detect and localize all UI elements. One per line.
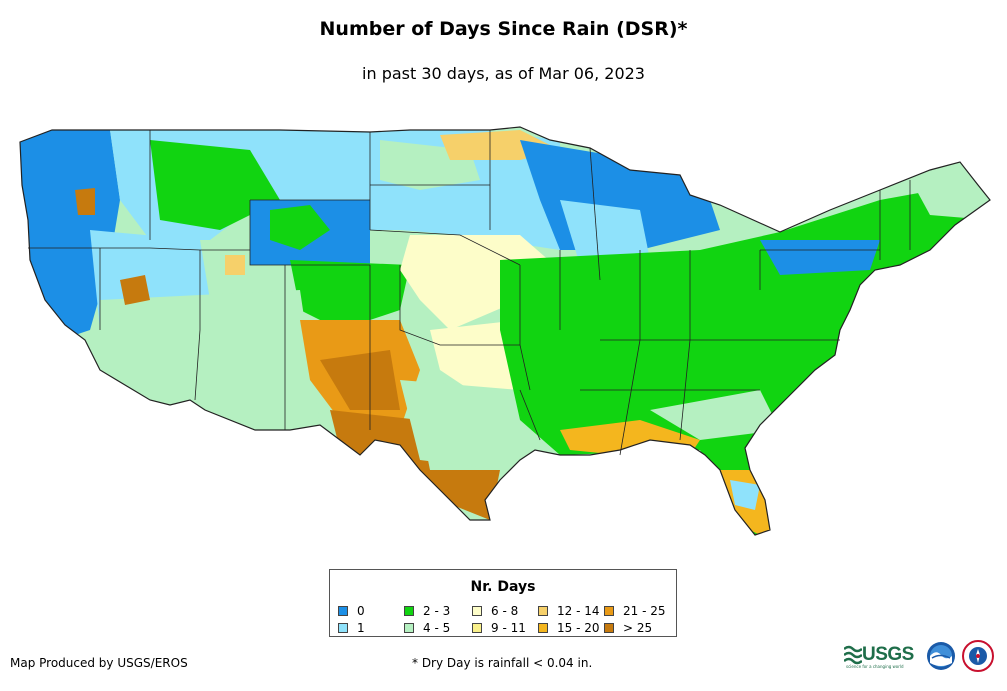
usgs-tagline: science for a changing world [846, 664, 904, 669]
nws-logo-icon [962, 640, 994, 672]
legend-label: 6 - 8 [491, 604, 519, 618]
legend-swatch [472, 606, 482, 616]
map-subtitle: in past 30 days, as of Mar 06, 2023 [362, 64, 645, 83]
usgs-logo: USGS science for a changing world [844, 643, 918, 669]
legend-swatch [404, 606, 414, 616]
region-new-york-penn [760, 240, 880, 275]
legend-item-0: 0 [338, 604, 365, 618]
legend-label: 2 - 3 [423, 604, 451, 618]
dsr-map [19, 126, 991, 536]
legend-item-7: 15 - 20 [538, 621, 600, 635]
legend-swatch [338, 606, 348, 616]
legend-item-3: 4 - 5 [404, 621, 450, 635]
legend-label: 15 - 20 [557, 621, 600, 635]
legend-item-2: 2 - 3 [404, 604, 450, 618]
legend: Nr. Days 0 1 2 - 3 4 - 5 6 - 8 9 - 11 12… [329, 569, 677, 637]
us-outline [19, 126, 991, 536]
legend-swatch [472, 623, 482, 633]
region-idaho-montana-green [150, 140, 280, 230]
usgs-wordmark: USGS [862, 644, 914, 665]
legend-item-5: 9 - 11 [472, 621, 526, 635]
legend-swatch [538, 606, 548, 616]
region-south-texas [420, 470, 500, 520]
legend-swatch [404, 623, 414, 633]
legend-item-6: 12 - 14 [538, 604, 600, 618]
legend-label: 1 [357, 621, 365, 635]
region-central-texas [400, 380, 540, 470]
legend-swatch [604, 623, 614, 633]
usgs-wave-icon [844, 645, 862, 665]
legend-label: 4 - 5 [423, 621, 451, 635]
legend-label: 0 [357, 604, 365, 618]
legend-item-9: > 25 [604, 621, 652, 635]
region-colorado [290, 260, 410, 330]
legend-label: 12 - 14 [557, 604, 600, 618]
legend-item-8: 21 - 25 [604, 604, 666, 618]
map-title: Number of Days Since Rain (DSR)* [319, 18, 688, 40]
state-boundaries [28, 130, 911, 456]
legend-label: > 25 [623, 621, 653, 635]
legend-item-4: 6 - 8 [472, 604, 518, 618]
footnote-text: * Dry Day is rainfall < 0.04 in. [412, 656, 593, 670]
legend-label: 21 - 25 [623, 604, 666, 618]
legend-label: 9 - 11 [491, 621, 526, 635]
legend-swatch [338, 623, 348, 633]
noaa-logo-icon [927, 642, 955, 670]
region-nebraska-kansas [400, 235, 560, 330]
credit-text: Map Produced by USGS/EROS [10, 656, 188, 670]
region-new-england-north [900, 160, 990, 220]
legend-swatch [538, 623, 548, 633]
legend-item-1: 1 [338, 621, 365, 635]
legend-swatch [604, 606, 614, 616]
region-southwest [100, 290, 320, 430]
legend-title: Nr. Days [470, 579, 536, 595]
